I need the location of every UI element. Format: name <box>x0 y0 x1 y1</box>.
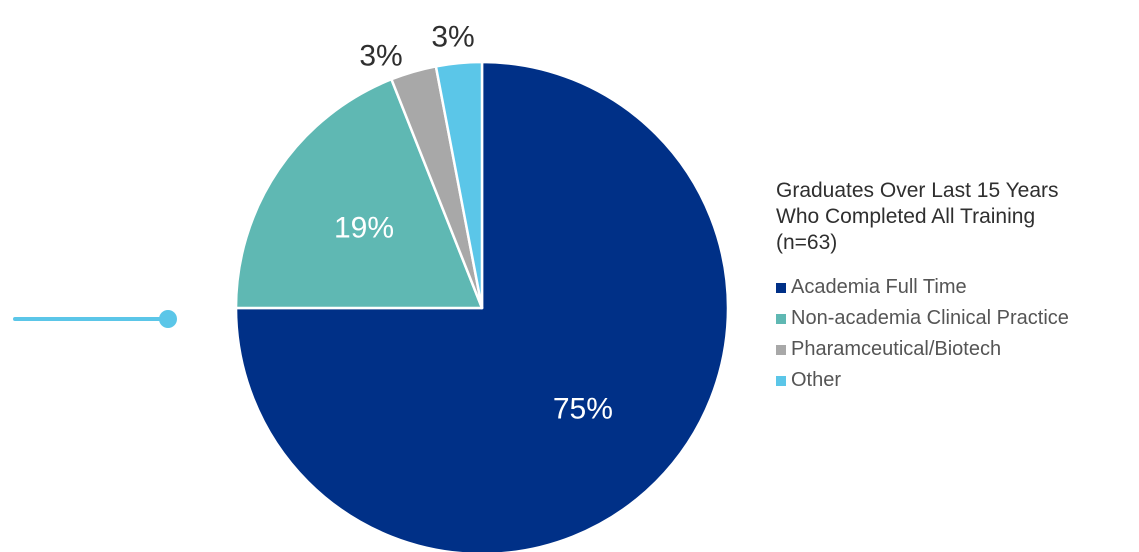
legend-item-other: Other <box>776 365 1136 396</box>
legend-item-clinical-practice: Non-academia Clinical Practice <box>776 303 1136 334</box>
legend-swatch <box>776 345 786 355</box>
legend-swatch <box>776 283 786 293</box>
legend: Graduates Over Last 15 Years Who Complet… <box>776 178 1136 396</box>
decorative-dot <box>159 310 177 328</box>
legend-label: Academia Full Time <box>791 276 967 299</box>
legend-label: Other <box>791 369 841 392</box>
legend-item-academia: Academia Full Time <box>776 272 1136 303</box>
legend-swatch <box>776 314 786 324</box>
pie-label-academia: 75% <box>553 392 613 425</box>
decorative-line-marker <box>15 310 177 328</box>
legend-title: Graduates Over Last 15 Years Who Complet… <box>776 178 1136 256</box>
pie-label-other: 3% <box>431 21 474 54</box>
legend-title-line-3: (n=63) <box>776 230 1136 256</box>
legend-title-line-1: Graduates Over Last 15 Years <box>776 178 1136 204</box>
legend-list: Academia Full Time Non-academia Clinical… <box>776 272 1136 396</box>
pie-label-pharma-biotech: 3% <box>359 40 402 73</box>
pie-slices <box>236 62 728 552</box>
pie-label-clinical-practice: 19% <box>334 211 394 244</box>
legend-swatch <box>776 376 786 386</box>
legend-item-pharma-biotech: Pharamceutical/Biotech <box>776 334 1136 365</box>
legend-label: Pharamceutical/Biotech <box>791 338 1001 361</box>
legend-title-line-2: Who Completed All Training <box>776 204 1136 230</box>
legend-label: Non-academia Clinical Practice <box>791 307 1069 330</box>
